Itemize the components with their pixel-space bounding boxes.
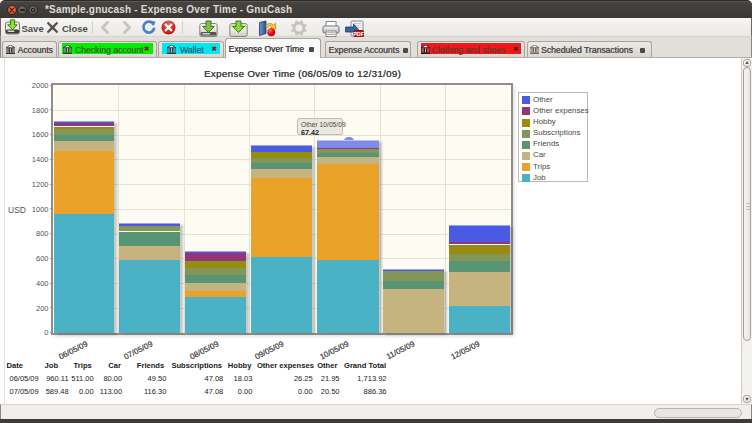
svg-text:PDF: PDF xyxy=(353,31,364,37)
